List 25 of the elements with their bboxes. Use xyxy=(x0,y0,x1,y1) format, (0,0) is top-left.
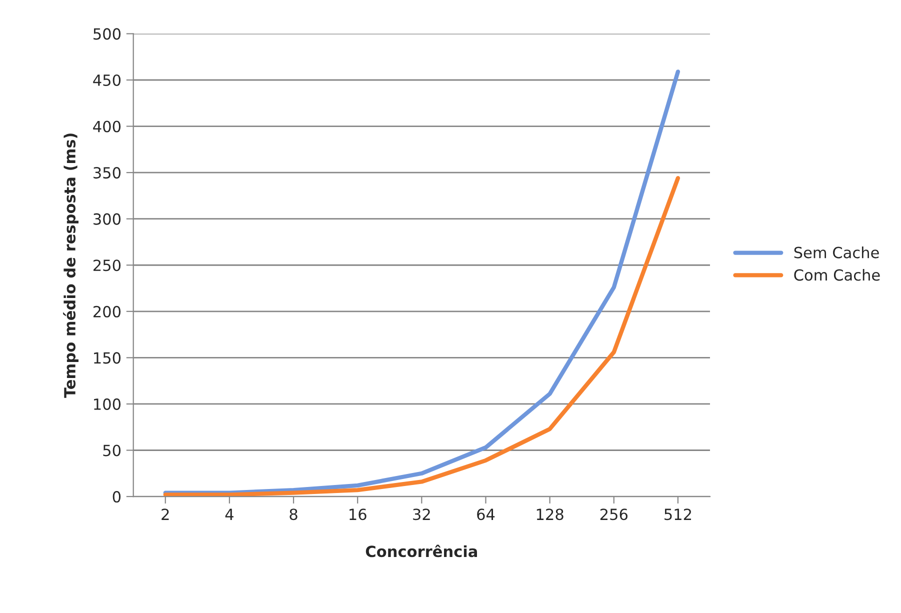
legend-label: Sem Cache xyxy=(794,246,879,258)
x-tick-label: 512 xyxy=(664,508,691,520)
x-tick-label: 8 xyxy=(290,508,298,520)
y-tick-label: 0 xyxy=(112,490,121,503)
y-tick-label: 50 xyxy=(103,444,121,456)
y-tick-label: 200 xyxy=(94,306,121,318)
y-axis-title: Tempo médio de resposta (ms) xyxy=(63,134,78,398)
y-tick-label: 450 xyxy=(93,74,121,86)
x-tick-label: 256 xyxy=(600,508,628,520)
y-tick-label: 400 xyxy=(93,120,121,132)
x-tick-label: 16 xyxy=(350,508,366,520)
x-tick-label: 4 xyxy=(225,508,234,520)
y-tick-label: 350 xyxy=(94,167,121,179)
y-tick-label: 100 xyxy=(94,398,121,410)
y-tick-label: 250 xyxy=(94,260,121,272)
legend-label: Com Cache xyxy=(794,268,880,281)
x-tick-label: 2 xyxy=(162,508,169,520)
x-axis-title: Concorrência xyxy=(366,544,477,558)
y-tick-label: 500 xyxy=(94,28,121,40)
x-tick-label: 128 xyxy=(536,508,564,520)
y-tick-label: 300 xyxy=(94,213,121,225)
y-tick-label: 150 xyxy=(94,352,121,364)
x-tick-label: 32 xyxy=(413,508,430,520)
x-tick-label: 64 xyxy=(477,508,495,520)
line-series xyxy=(163,176,680,497)
